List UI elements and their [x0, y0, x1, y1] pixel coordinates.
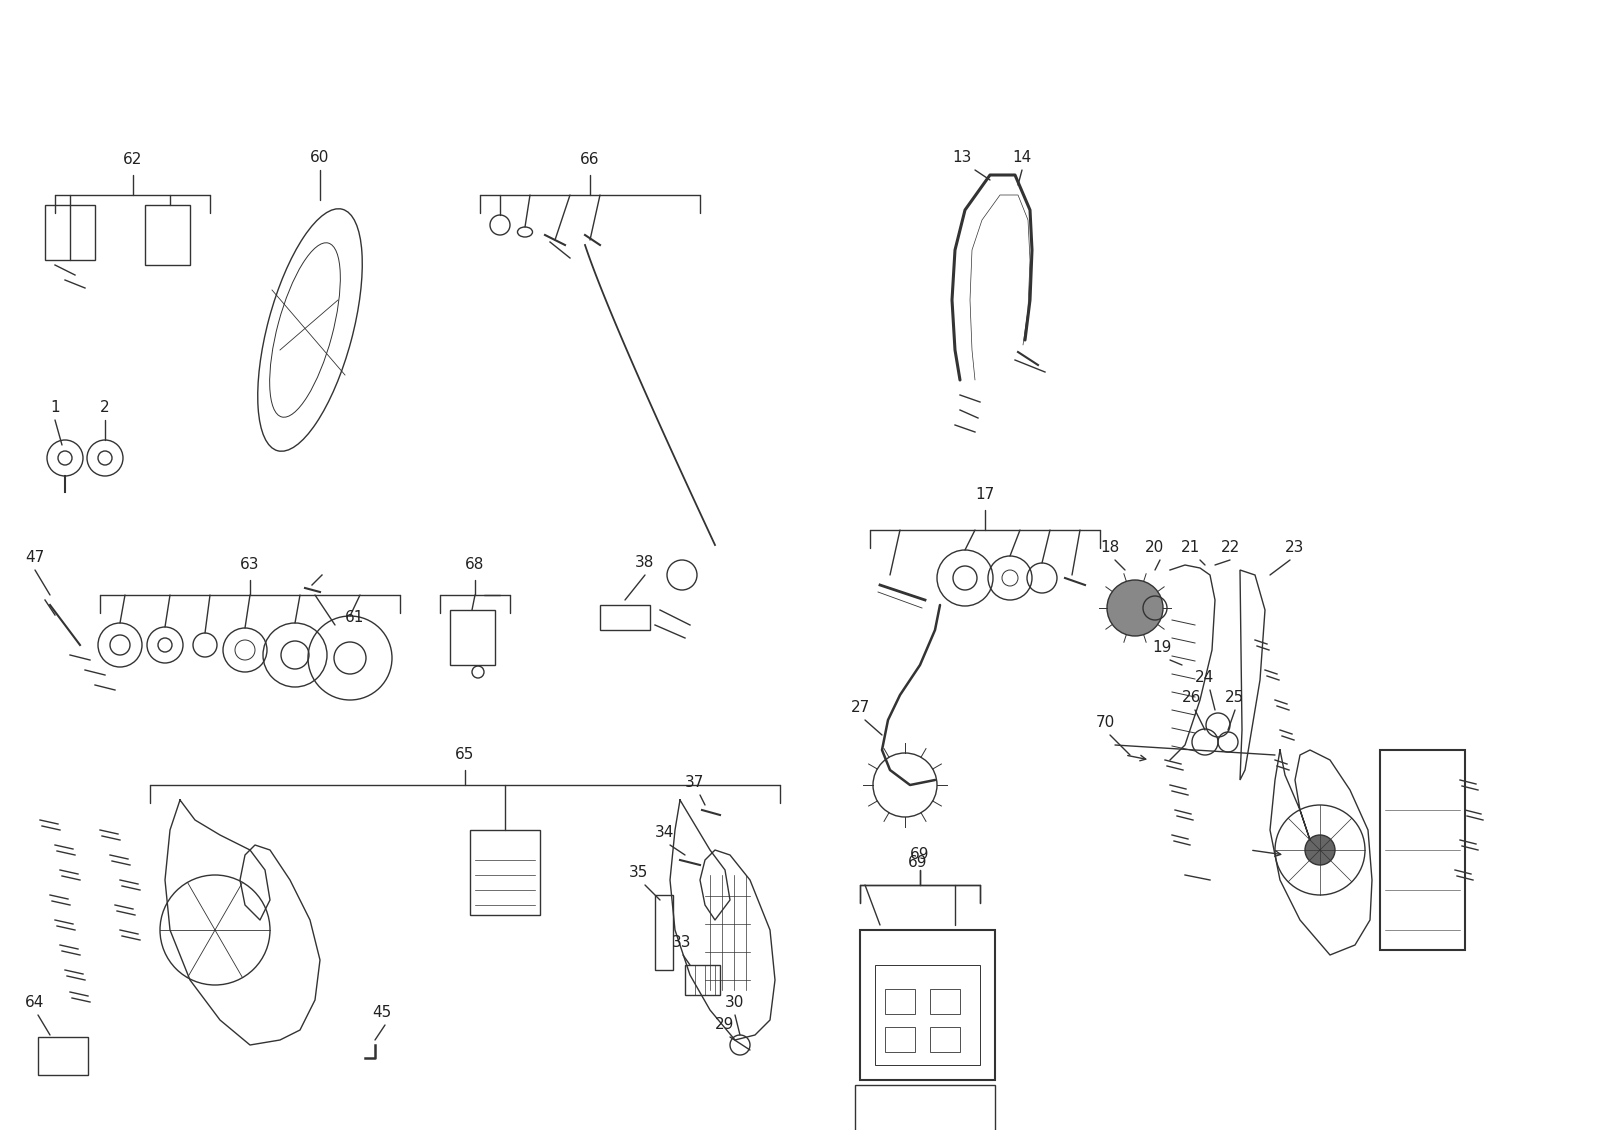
Text: 23: 23 [1285, 540, 1304, 555]
Text: 62: 62 [123, 153, 142, 167]
Text: 45: 45 [373, 1005, 392, 1020]
Text: 17: 17 [976, 487, 995, 502]
Text: 68: 68 [466, 557, 485, 572]
Text: 2: 2 [101, 400, 110, 415]
Text: 1: 1 [50, 400, 59, 415]
Text: 69: 69 [910, 848, 930, 862]
Text: 20: 20 [1146, 540, 1165, 555]
Text: 47: 47 [26, 550, 45, 565]
Text: 38: 38 [635, 555, 654, 570]
Text: 14: 14 [1013, 150, 1032, 165]
Text: 18: 18 [1101, 540, 1120, 555]
Text: 25: 25 [1226, 690, 1245, 705]
Text: 65: 65 [456, 747, 475, 762]
Text: 33: 33 [672, 935, 691, 950]
Text: 66: 66 [581, 153, 600, 167]
Text: 69: 69 [909, 855, 928, 870]
Text: 34: 34 [656, 825, 675, 840]
Text: 60: 60 [310, 150, 330, 165]
Text: 27: 27 [850, 699, 870, 715]
Text: 37: 37 [685, 775, 704, 790]
Text: 22: 22 [1221, 540, 1240, 555]
Text: 70: 70 [1096, 715, 1115, 730]
Text: 64: 64 [26, 996, 45, 1010]
Text: 21: 21 [1181, 540, 1200, 555]
Text: 24: 24 [1195, 670, 1214, 685]
Circle shape [1306, 835, 1334, 864]
Text: 26: 26 [1182, 690, 1202, 705]
Text: 30: 30 [725, 996, 744, 1010]
Text: 63: 63 [240, 557, 259, 572]
Circle shape [1107, 580, 1163, 636]
Text: 35: 35 [629, 864, 648, 880]
Text: 19: 19 [1152, 640, 1171, 655]
Text: 29: 29 [715, 1017, 734, 1032]
Text: 61: 61 [346, 610, 365, 625]
Text: 13: 13 [952, 150, 971, 165]
